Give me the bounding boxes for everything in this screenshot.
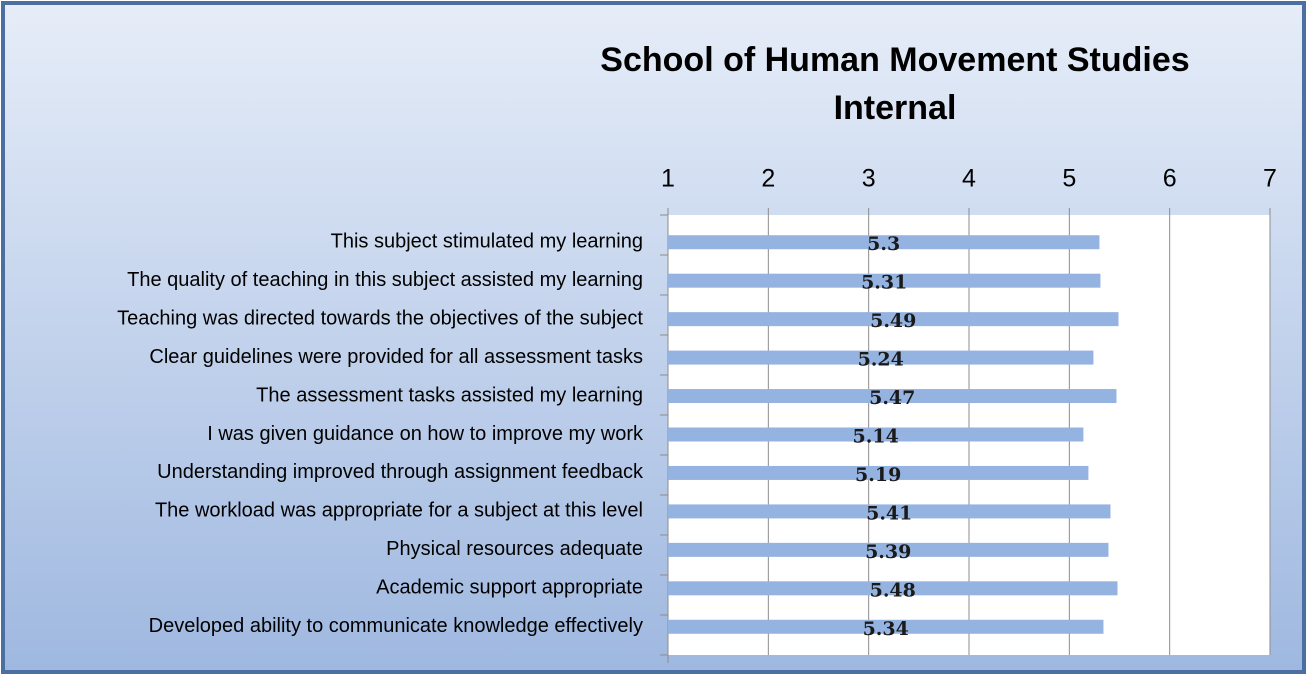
bar xyxy=(668,542,1109,557)
data-label: 5.48 xyxy=(870,579,916,601)
y-tick-label: Physical resources adequate xyxy=(386,538,643,560)
data-label: 5.47 xyxy=(869,387,915,409)
bar xyxy=(668,312,1119,327)
bar xyxy=(668,350,1094,365)
y-tick-label: This subject stimulated my learning xyxy=(331,231,643,253)
bar xyxy=(668,465,1089,480)
y-tick-label: Academic support appropriate xyxy=(376,577,643,599)
y-tick-label: The quality of teaching in this subject … xyxy=(127,269,643,291)
y-tick-label: Clear guidelines were provided for all a… xyxy=(149,346,643,368)
data-label: 5.34 xyxy=(863,618,909,640)
chart-title: Internal xyxy=(834,89,957,127)
bar xyxy=(668,273,1101,288)
x-tick-label: 4 xyxy=(962,165,976,193)
bar xyxy=(668,427,1084,442)
data-label: 5.3 xyxy=(867,233,900,255)
bar xyxy=(668,581,1118,596)
data-label: 5.19 xyxy=(855,464,901,486)
data-label: 5.41 xyxy=(866,502,912,524)
x-tick-label: 2 xyxy=(761,165,775,193)
bar xyxy=(668,389,1117,404)
data-label: 5.24 xyxy=(858,349,904,371)
x-tick-label: 3 xyxy=(862,165,876,193)
bar xyxy=(668,504,1111,519)
data-label: 5.49 xyxy=(870,310,916,332)
bar xyxy=(668,235,1100,250)
x-tick-label: 1 xyxy=(661,165,675,193)
y-tick-label: Understanding improved through assignmen… xyxy=(157,461,644,483)
data-label: 5.39 xyxy=(865,541,911,563)
y-tick-label: Teaching was directed towards the object… xyxy=(117,307,643,329)
bar xyxy=(668,619,1104,634)
chart-title: School of Human Movement Studies xyxy=(600,41,1189,79)
data-label: 5.14 xyxy=(853,426,899,448)
x-tick-label: 5 xyxy=(1062,165,1076,193)
y-tick-label: I was given guidance on how to improve m… xyxy=(207,423,644,445)
data-label: 5.31 xyxy=(861,272,907,294)
y-tick-label: The workload was appropriate for a subje… xyxy=(155,500,643,522)
y-tick-label: The assessment tasks assisted my learnin… xyxy=(256,384,643,406)
y-tick-label: Developed ability to communicate knowled… xyxy=(149,615,643,637)
x-tick-label: 7 xyxy=(1263,165,1277,193)
x-tick-label: 6 xyxy=(1163,165,1177,193)
